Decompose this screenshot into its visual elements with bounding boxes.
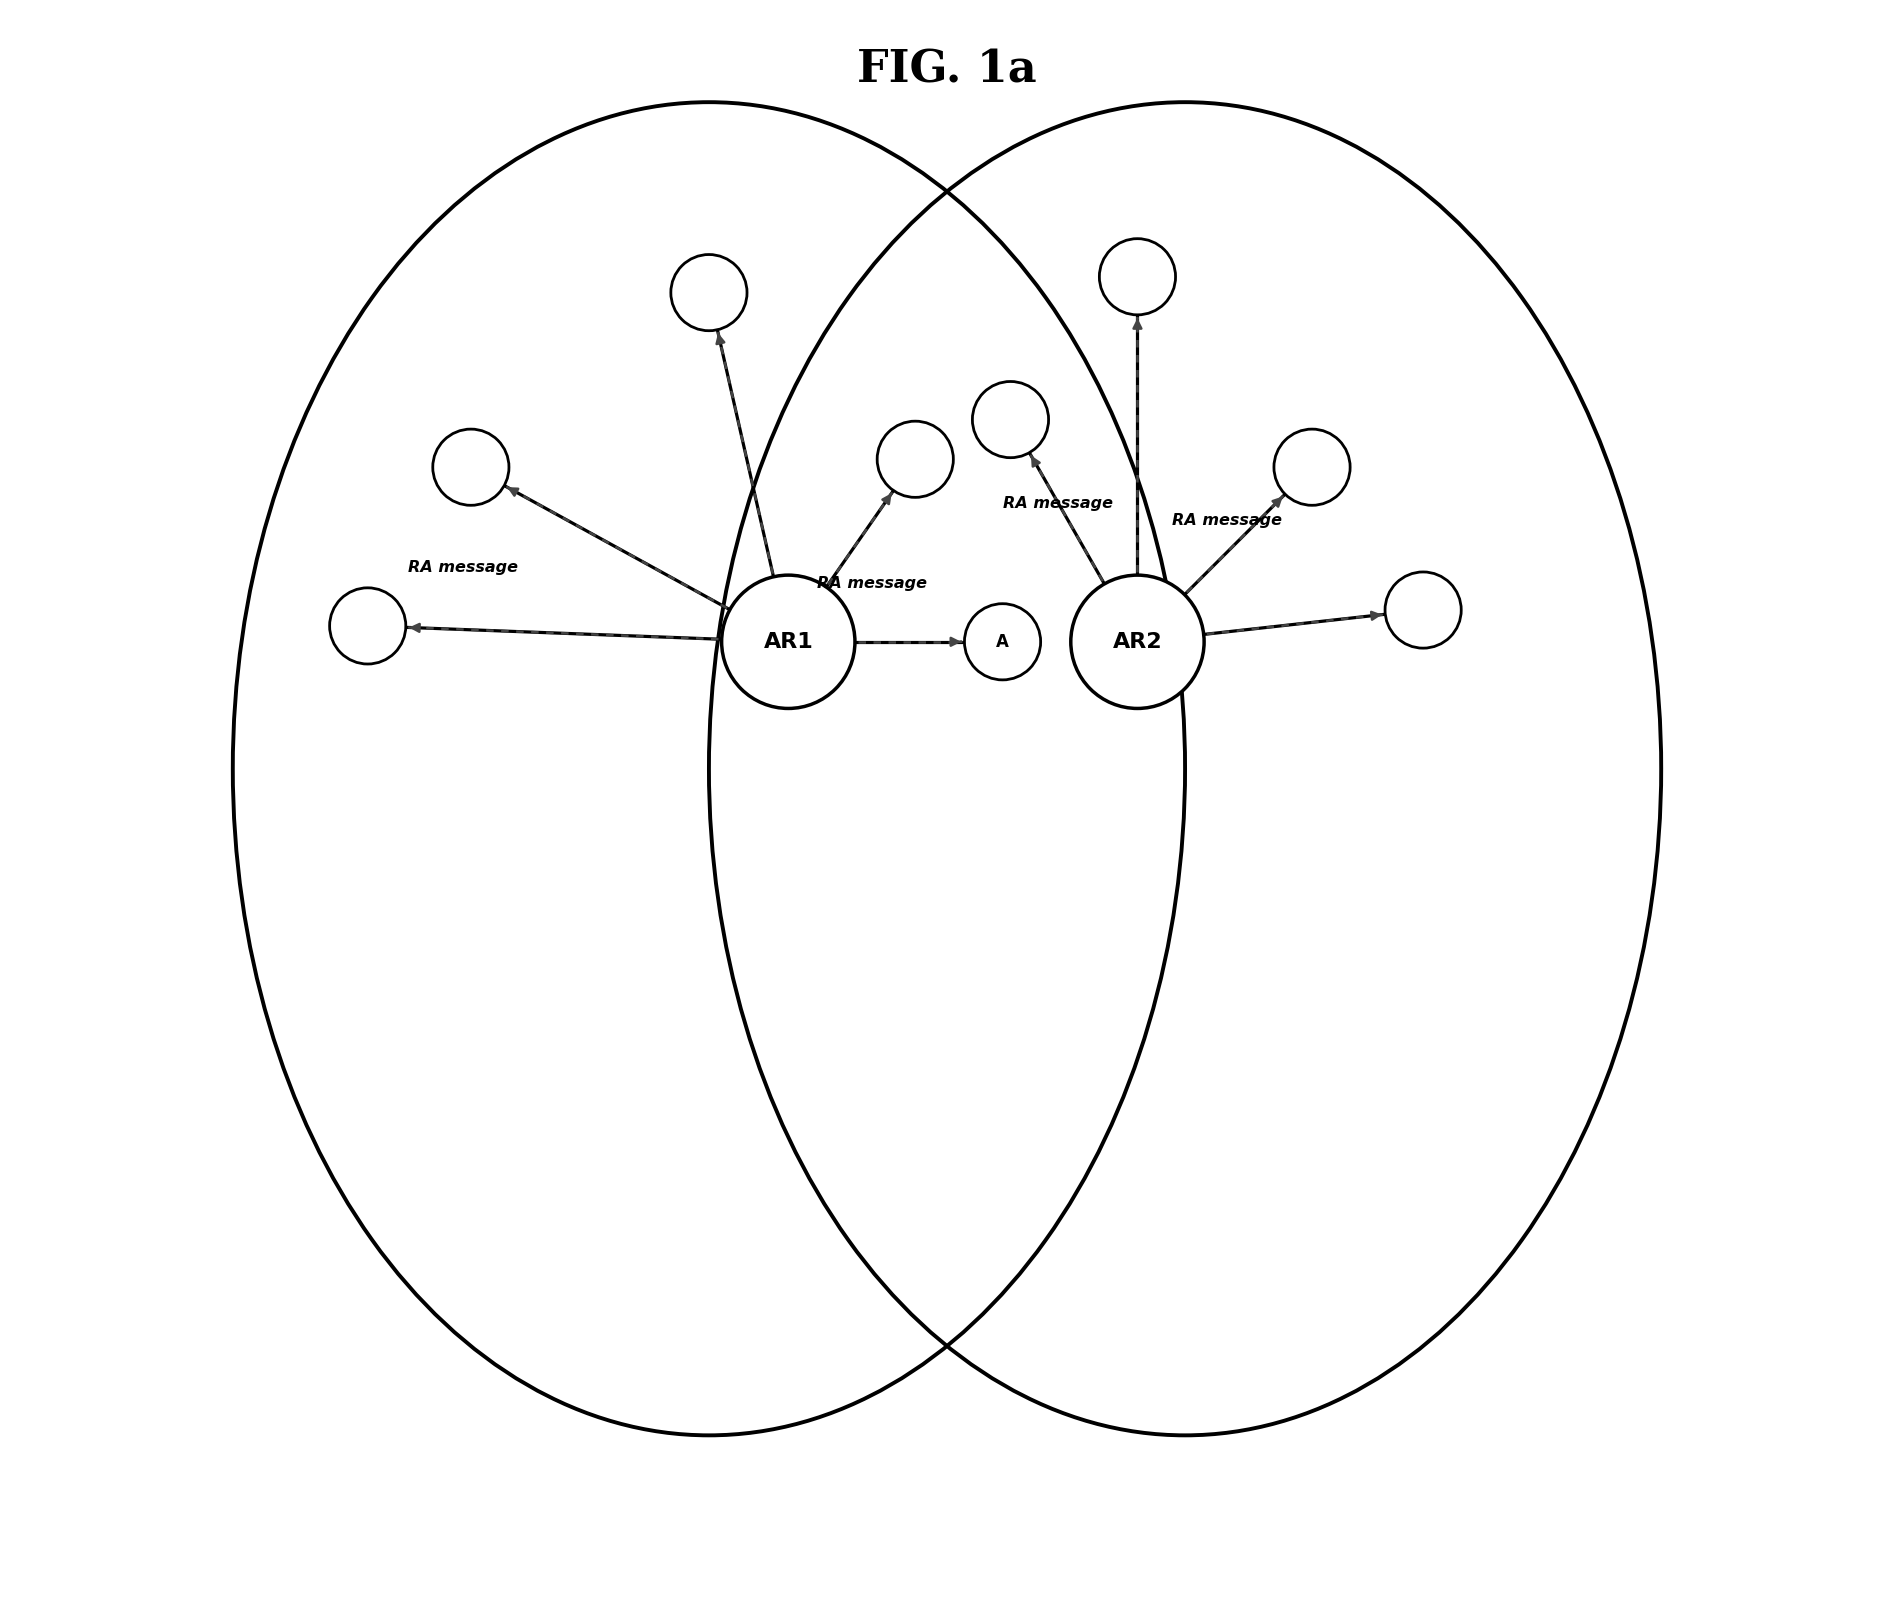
- Text: RA message: RA message: [816, 576, 926, 591]
- Circle shape: [877, 421, 953, 498]
- Text: AR2: AR2: [1112, 632, 1163, 652]
- Text: A: A: [996, 632, 1010, 650]
- Text: AR1: AR1: [763, 632, 813, 652]
- Circle shape: [722, 575, 854, 709]
- Circle shape: [432, 429, 509, 506]
- Circle shape: [1099, 239, 1176, 315]
- Circle shape: [1070, 575, 1205, 709]
- Text: FIG. 1a: FIG. 1a: [858, 50, 1036, 91]
- Text: RA message: RA message: [409, 560, 519, 575]
- Circle shape: [964, 604, 1040, 680]
- Text: RA message: RA message: [1002, 496, 1112, 511]
- Circle shape: [1385, 572, 1462, 648]
- Circle shape: [1275, 429, 1350, 506]
- Text: RA message: RA message: [1172, 512, 1282, 527]
- Circle shape: [972, 381, 1049, 458]
- Circle shape: [330, 588, 405, 664]
- Circle shape: [670, 255, 746, 331]
